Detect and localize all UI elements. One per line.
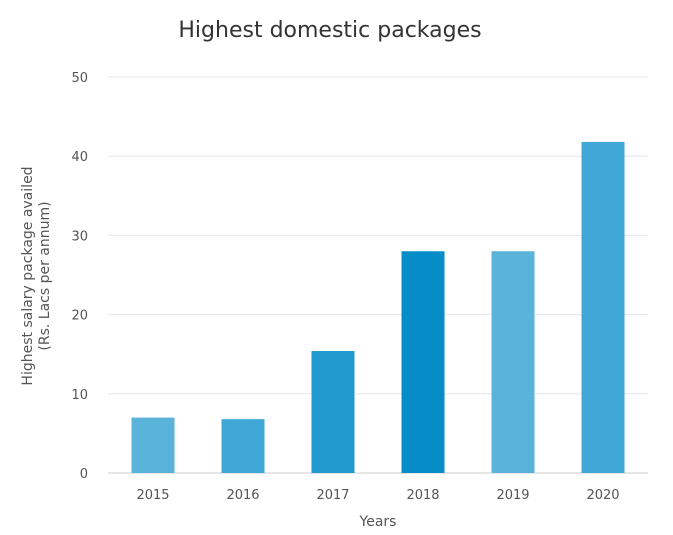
x-tick-label: 2019	[496, 488, 529, 503]
x-tick-label: 2020	[586, 488, 619, 503]
y-axis-label-line-1: Highest salary package availed	[20, 166, 36, 385]
x-tick-label: 2018	[406, 488, 439, 503]
y-tick-label: 10	[71, 388, 88, 403]
y-tick-label: 0	[80, 467, 88, 482]
x-axis-label: Years	[359, 514, 397, 530]
gridlines	[108, 76, 648, 474]
x-tick-label: 2017	[316, 488, 349, 503]
x-tick-label: 2016	[226, 488, 259, 503]
y-axis-label-line-2: (Rs. Lacs per annum)	[37, 201, 53, 350]
bar-2016[interactable]	[221, 419, 265, 473]
bar-2017[interactable]	[311, 351, 355, 473]
y-tick-label: 20	[71, 309, 88, 324]
y-axis-label: Highest salary package availed (Rs. Lacs…	[20, 166, 53, 385]
y-tick-label: 40	[71, 150, 88, 165]
y-tick-label: 50	[71, 71, 88, 86]
x-axis-ticks: 2015 2016 2017 2018 2019 2020	[136, 488, 619, 503]
bar-2015[interactable]	[131, 417, 175, 473]
chart-title: Highest domestic packages	[178, 18, 481, 43]
y-axis-ticks: 0 10 20 30 40 50	[71, 71, 88, 482]
bar-2019[interactable]	[491, 251, 535, 473]
x-tick-label: 2015	[136, 488, 169, 503]
bar-2018[interactable]	[401, 251, 445, 473]
bars	[131, 141, 625, 473]
y-tick-label: 30	[71, 229, 88, 244]
bar-2020[interactable]	[581, 141, 625, 473]
